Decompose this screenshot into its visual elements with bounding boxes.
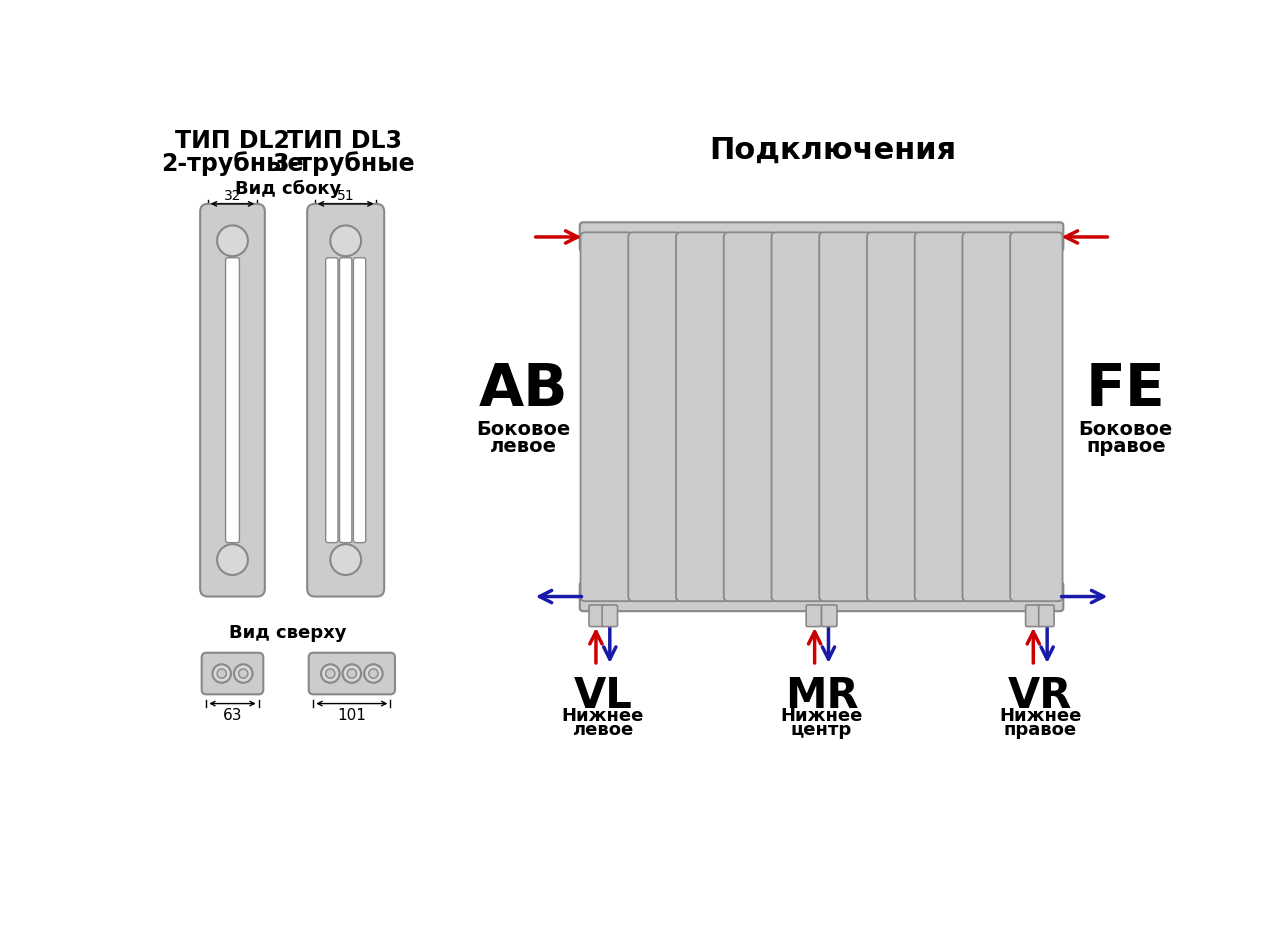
FancyBboxPatch shape [580, 582, 1064, 611]
FancyBboxPatch shape [628, 233, 681, 602]
Text: правое: правое [1085, 437, 1166, 456]
FancyBboxPatch shape [867, 233, 919, 602]
FancyBboxPatch shape [806, 606, 822, 627]
FancyBboxPatch shape [200, 205, 265, 597]
Text: 2-трубные: 2-трубные [161, 151, 303, 176]
Circle shape [218, 545, 248, 576]
Circle shape [218, 227, 248, 256]
Text: VL: VL [573, 674, 632, 716]
Text: Боковое: Боковое [476, 420, 571, 439]
Circle shape [325, 669, 335, 679]
FancyBboxPatch shape [202, 653, 264, 695]
Text: Подключения: Подключения [709, 136, 956, 165]
FancyBboxPatch shape [325, 258, 338, 543]
FancyBboxPatch shape [307, 205, 384, 597]
FancyBboxPatch shape [822, 606, 837, 627]
Text: левое: левое [572, 720, 634, 738]
Text: 63: 63 [223, 708, 242, 723]
FancyBboxPatch shape [819, 233, 872, 602]
Circle shape [218, 669, 227, 679]
FancyBboxPatch shape [339, 258, 352, 543]
Text: 101: 101 [338, 708, 366, 723]
Text: ТИП DL2: ТИП DL2 [175, 129, 291, 154]
Text: центр: центр [791, 720, 852, 738]
Circle shape [365, 665, 383, 683]
FancyBboxPatch shape [1010, 233, 1062, 602]
Text: 32: 32 [224, 188, 241, 202]
Circle shape [347, 669, 356, 679]
Text: 51: 51 [337, 188, 355, 202]
Circle shape [330, 545, 361, 576]
FancyBboxPatch shape [915, 233, 968, 602]
FancyBboxPatch shape [308, 653, 396, 695]
Circle shape [343, 665, 361, 683]
FancyBboxPatch shape [963, 233, 1015, 602]
Circle shape [369, 669, 378, 679]
Text: Нижнее: Нижнее [781, 706, 863, 724]
Text: AB: AB [479, 360, 568, 417]
FancyBboxPatch shape [589, 606, 604, 627]
Text: Вид сверху: Вид сверху [229, 623, 347, 642]
Text: Вид сбоку: Вид сбоку [234, 180, 340, 198]
Circle shape [321, 665, 339, 683]
Text: 3-трубные: 3-трубные [273, 151, 416, 176]
Circle shape [330, 227, 361, 256]
FancyBboxPatch shape [723, 233, 776, 602]
Text: Нижнее: Нижнее [562, 706, 644, 724]
FancyBboxPatch shape [580, 223, 1064, 253]
Circle shape [234, 665, 252, 683]
Text: VR: VR [1009, 674, 1073, 716]
FancyBboxPatch shape [1038, 606, 1055, 627]
Circle shape [238, 669, 248, 679]
Text: Боковое: Боковое [1079, 420, 1172, 439]
FancyBboxPatch shape [772, 233, 824, 602]
FancyBboxPatch shape [602, 606, 617, 627]
FancyBboxPatch shape [581, 233, 632, 602]
Text: Нижнее: Нижнее [1000, 706, 1082, 724]
Text: ТИП DL3: ТИП DL3 [287, 129, 402, 154]
FancyBboxPatch shape [676, 233, 728, 602]
FancyBboxPatch shape [353, 258, 366, 543]
Text: правое: правое [1004, 720, 1076, 738]
Text: FE: FE [1085, 360, 1166, 417]
Circle shape [212, 665, 230, 683]
FancyBboxPatch shape [225, 258, 239, 543]
Text: MR: MR [785, 674, 859, 716]
Text: левое: левое [490, 437, 557, 456]
FancyBboxPatch shape [1025, 606, 1041, 627]
